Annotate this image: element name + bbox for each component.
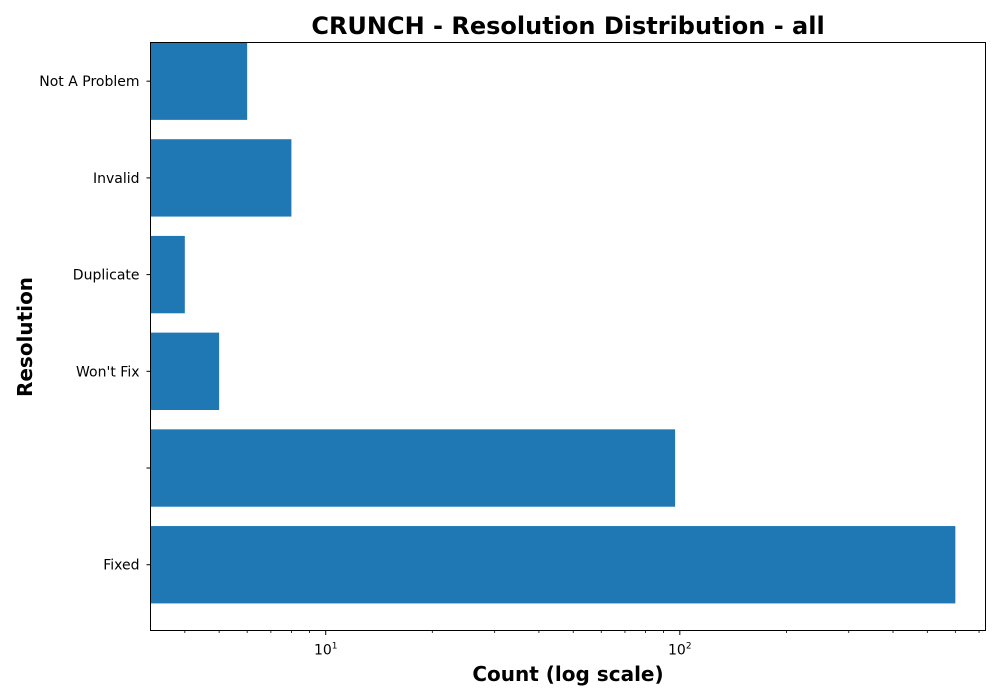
bar-blank bbox=[150, 429, 676, 507]
y-tick-label-fixed: Fixed bbox=[103, 558, 139, 574]
x-tick-label-10: 101 bbox=[314, 642, 338, 659]
y-tick-label-not-a-problem: Not A Problem bbox=[39, 74, 139, 90]
y-tick-label-invalid: Invalid bbox=[93, 171, 140, 187]
x-axis-label: Count (log scale) bbox=[472, 662, 663, 686]
x-tick-label-100: 102 bbox=[668, 642, 692, 659]
plot-frame bbox=[150, 42, 986, 631]
chart-title: CRUNCH - Resolution Distribution - all bbox=[311, 12, 824, 40]
bar-not-a-problem bbox=[150, 42, 248, 120]
y-tick-label-duplicate: Duplicate bbox=[73, 268, 140, 284]
y-axis-label: Resolution bbox=[13, 277, 37, 397]
y-tick-label-won-t-fix: Won't Fix bbox=[76, 364, 139, 380]
bar-duplicate bbox=[150, 235, 185, 314]
x-axis-ticks: 101 102 bbox=[184, 630, 980, 659]
bar-won-t-fix bbox=[150, 332, 220, 410]
bars-group bbox=[150, 42, 956, 604]
bar-fixed bbox=[150, 526, 956, 604]
bar-invalid bbox=[150, 139, 292, 217]
y-axis-ticks: Fixed Won't Fix Duplicate Invalid Not A Prob… bbox=[39, 74, 151, 574]
